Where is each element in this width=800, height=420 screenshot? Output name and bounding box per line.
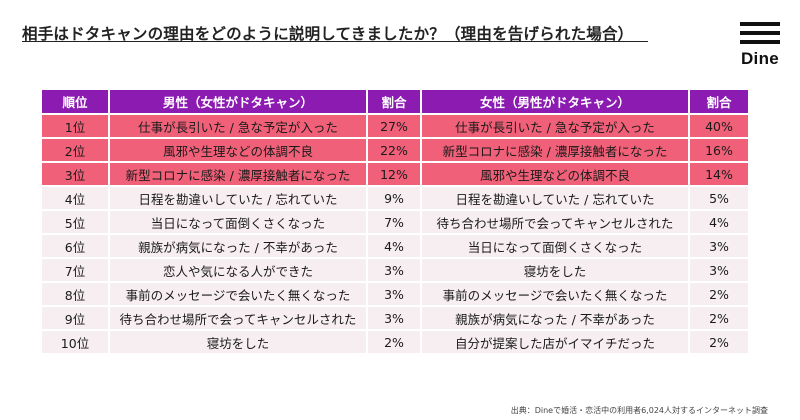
- table-row: 3位 新型コロナに感染 / 濃厚接触者になった 12% 風邪や生理などの体調不良 14%: [42, 163, 748, 185]
- female-reason-cell: 日程を勘違いしていた / 忘れていた: [422, 187, 688, 209]
- table-row: 7位 恋人や気になる人ができた 3% 寝坊をした 3%: [42, 259, 748, 281]
- menu-bars-icon: [738, 22, 782, 44]
- ranking-table: 順位 男性（女性がドタキャン） 割合 女性（男性がドタキャン） 割合 1位 仕事が…: [40, 88, 750, 355]
- female-ratio-cell: 2%: [690, 331, 748, 353]
- rank-cell: 8位: [42, 283, 108, 305]
- female-reason-cell: 待ち合わせ場所で会ってキャンセルされた: [422, 211, 688, 233]
- header-rank: 順位: [42, 90, 108, 113]
- male-reason-cell: 恋人や気になる人ができた: [110, 259, 366, 281]
- female-ratio-cell: 16%: [690, 139, 748, 161]
- table-row: 8位 事前のメッセージで会いたく無くなった 3% 事前のメッセージで会いたく無くなった…: [42, 283, 748, 305]
- female-reason-cell: 事前のメッセージで会いたく無くなった: [422, 283, 688, 305]
- male-ratio-cell: 4%: [368, 235, 420, 257]
- female-reason-cell: 新型コロナに感染 / 濃厚接触者になった: [422, 139, 688, 161]
- rank-cell: 1位: [42, 115, 108, 137]
- female-ratio-cell: 2%: [690, 307, 748, 329]
- header-female-reason: 女性（男性がドタキャン）: [422, 90, 688, 113]
- table-row: 10位 寝坊をした 2% 自分が提案した店がイマイチだった 2%: [42, 331, 748, 353]
- female-ratio-cell: 14%: [690, 163, 748, 185]
- male-reason-cell: 事前のメッセージで会いたく無くなった: [110, 283, 366, 305]
- rank-cell: 2位: [42, 139, 108, 161]
- header-male-reason: 男性（女性がドタキャン）: [110, 90, 366, 113]
- source-note: 出典：Dineで婚活・恋活中の利用者6,024人対するインターネット調査: [510, 406, 768, 415]
- male-ratio-cell: 22%: [368, 139, 420, 161]
- male-reason-cell: 親族が病気になった / 不幸があった: [110, 235, 366, 257]
- male-ratio-cell: 3%: [368, 307, 420, 329]
- male-ratio-cell: 3%: [368, 259, 420, 281]
- female-reason-cell: 風邪や生理などの体調不良: [422, 163, 688, 185]
- table-row: 5位 当日になって面倒くさくなった 7% 待ち合わせ場所で会ってキャンセルされた 4%: [42, 211, 748, 233]
- rank-cell: 7位: [42, 259, 108, 281]
- header-male-ratio: 割合: [368, 90, 420, 113]
- female-ratio-cell: 2%: [690, 283, 748, 305]
- rank-cell: 9位: [42, 307, 108, 329]
- table-row: 4位 日程を勘違いしていた / 忘れていた 9% 日程を勘違いしていた / 忘れていた…: [42, 187, 748, 209]
- rank-cell: 4位: [42, 187, 108, 209]
- header-female-ratio: 割合: [690, 90, 748, 113]
- female-reason-cell: 当日になって面倒くさくなった: [422, 235, 688, 257]
- female-ratio-cell: 4%: [690, 211, 748, 233]
- female-ratio-cell: 5%: [690, 187, 748, 209]
- rank-cell: 5位: [42, 211, 108, 233]
- male-ratio-cell: 9%: [368, 187, 420, 209]
- logo-text: Dine: [740, 49, 780, 68]
- rank-cell: 3位: [42, 163, 108, 185]
- male-ratio-cell: 7%: [368, 211, 420, 233]
- male-reason-cell: 待ち合わせ場所で会ってキャンセルされた: [110, 307, 366, 329]
- male-ratio-cell: 3%: [368, 283, 420, 305]
- table-row: 6位 親族が病気になった / 不幸があった 4% 当日になって面倒くさくなった 3%: [42, 235, 748, 257]
- female-ratio-cell: 40%: [690, 115, 748, 137]
- male-reason-cell: 新型コロナに感染 / 濃厚接触者になった: [110, 163, 366, 185]
- rank-cell: 10位: [42, 331, 108, 353]
- ranking-body: 1位 仕事が長引いた / 急な予定が入った 27% 仕事が長引いた / 急な予定が入っ…: [42, 115, 748, 353]
- female-reason-cell: 仕事が長引いた / 急な予定が入った: [422, 115, 688, 137]
- male-reason-cell: 風邪や生理などの体調不良: [110, 139, 366, 161]
- dine-logo: Dine: [738, 22, 782, 69]
- chart-title: 相手はドタキャンの理由をどのように説明してきましたか？（理由を告げられた場合）: [22, 25, 634, 43]
- female-ratio-cell: 3%: [690, 235, 748, 257]
- female-reason-cell: 親族が病気になった / 不幸があった: [422, 307, 688, 329]
- female-reason-cell: 寝坊をした: [422, 259, 688, 281]
- male-reason-cell: 寝坊をした: [110, 331, 366, 353]
- table-row: 1位 仕事が長引いた / 急な予定が入った 27% 仕事が長引いた / 急な予定が入っ…: [42, 115, 748, 137]
- table-row: 2位 風邪や生理などの体調不良 22% 新型コロナに感染 / 濃厚接触者になった 16%: [42, 139, 748, 161]
- female-ratio-cell: 3%: [690, 259, 748, 281]
- male-ratio-cell: 2%: [368, 331, 420, 353]
- female-reason-cell: 自分が提案した店がイマイチだった: [422, 331, 688, 353]
- title-underline: [22, 41, 648, 42]
- male-ratio-cell: 12%: [368, 163, 420, 185]
- header-row: 順位 男性（女性がドタキャン） 割合 女性（男性がドタキャン） 割合: [42, 90, 748, 113]
- male-reason-cell: 日程を勘違いしていた / 忘れていた: [110, 187, 366, 209]
- male-reason-cell: 仕事が長引いた / 急な予定が入った: [110, 115, 366, 137]
- male-reason-cell: 当日になって面倒くさくなった: [110, 211, 366, 233]
- rank-cell: 6位: [42, 235, 108, 257]
- male-ratio-cell: 27%: [368, 115, 420, 137]
- table-row: 9位 待ち合わせ場所で会ってキャンセルされた 3% 親族が病気になった / 不幸があっ…: [42, 307, 748, 329]
